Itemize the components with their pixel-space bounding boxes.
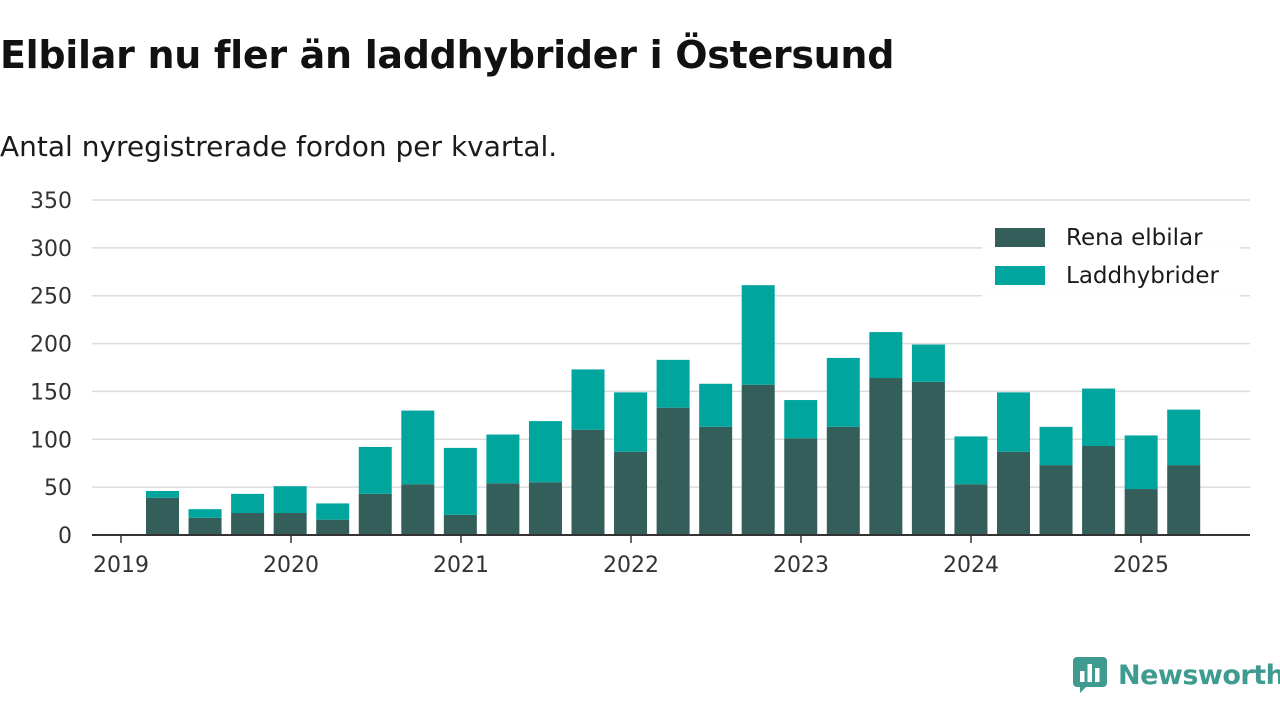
bar-laddhybrider	[869, 332, 903, 379]
bar-laddhybrider	[316, 503, 350, 520]
bar-rena-elbilar	[443, 514, 477, 535]
legend-swatch	[995, 228, 1045, 247]
newsworthy-brand: Newsworthy	[1072, 656, 1280, 694]
bar-rena-elbilar	[401, 484, 435, 535]
legend-label: Rena elbilar	[1066, 225, 1203, 251]
bar-rena-elbilar	[1039, 465, 1073, 535]
bar-rena-elbilar	[911, 381, 945, 535]
legend: Rena elbilar Laddhybrider	[982, 216, 1240, 298]
bars	[146, 285, 1201, 535]
bar-laddhybrider	[401, 410, 435, 485]
bar-laddhybrider	[954, 436, 988, 485]
bar-rena-elbilar	[231, 512, 265, 535]
y-tick-label: 150	[30, 380, 72, 405]
bar-rena-elbilar	[656, 407, 690, 535]
bar-laddhybrider	[486, 434, 520, 484]
bar-rena-elbilar	[741, 384, 775, 535]
bar-rena-elbilar	[273, 512, 307, 535]
bar-laddhybrider	[784, 400, 818, 439]
y-tick-label: 50	[44, 476, 72, 501]
bar-rena-elbilar	[358, 493, 392, 535]
bar-rena-elbilar	[699, 426, 733, 535]
bar-rena-elbilar	[486, 483, 520, 535]
newsworthy-logo-icon	[1073, 657, 1107, 693]
bar-laddhybrider	[571, 369, 605, 430]
bar-laddhybrider	[1167, 409, 1201, 466]
x-tick-label: 2025	[1113, 553, 1169, 578]
y-tick-label: 0	[58, 524, 72, 549]
bar-laddhybrider	[443, 447, 477, 515]
bar-laddhybrider	[231, 493, 265, 513]
y-tick-label: 300	[30, 237, 72, 262]
bar-laddhybrider	[699, 383, 733, 427]
bar-laddhybrider	[911, 344, 945, 382]
bar-rena-elbilar	[997, 451, 1030, 535]
bar-laddhybrider	[1124, 435, 1158, 490]
y-tick-label: 200	[30, 333, 72, 358]
bar-rena-elbilar	[571, 429, 605, 535]
bar-laddhybrider	[997, 392, 1030, 452]
bar-rena-elbilar	[614, 451, 648, 535]
bar-rena-elbilar	[954, 484, 988, 535]
bar-laddhybrider	[273, 486, 307, 513]
x-tick-label: 2022	[603, 553, 659, 578]
bar-laddhybrider	[614, 392, 648, 452]
bar-rena-elbilar	[528, 482, 562, 535]
brand-name: Newsworthy	[1118, 659, 1280, 691]
bar-rena-elbilar	[1124, 489, 1158, 535]
y-tick-label: 250	[30, 285, 72, 310]
bar-laddhybrider	[741, 285, 775, 385]
y-axis: 0 50 100 150 200 250 300 350	[30, 189, 72, 549]
bar-laddhybrider	[656, 359, 690, 408]
y-tick-label: 100	[30, 428, 72, 453]
bar-rena-elbilar	[188, 517, 222, 535]
bar-rena-elbilar	[146, 497, 179, 535]
x-tick-label: 2019	[93, 553, 149, 578]
bar-laddhybrider	[146, 490, 179, 498]
x-tick-label: 2020	[263, 553, 319, 578]
bar-laddhybrider	[188, 509, 222, 518]
bar-rena-elbilar	[1167, 465, 1201, 535]
bar-laddhybrider	[826, 357, 860, 427]
bar-rena-elbilar	[1082, 445, 1116, 535]
x-tick-label: 2021	[433, 553, 489, 578]
bar-laddhybrider	[1082, 388, 1116, 446]
x-axis: 2019 2020 2021 2022 2023 2024 2025	[92, 534, 1250, 578]
bar-laddhybrider	[358, 446, 392, 494]
bar-laddhybrider	[528, 421, 562, 483]
x-tick-label: 2024	[943, 553, 999, 578]
bar-rena-elbilar	[826, 426, 860, 535]
bar-rena-elbilar	[784, 438, 818, 535]
chart-title: Elbilar nu fler än laddhybrider i Östers…	[0, 33, 895, 77]
x-tick-label: 2023	[773, 553, 829, 578]
y-tick-label: 350	[30, 189, 72, 214]
bar-laddhybrider	[1039, 426, 1073, 466]
bar-rena-elbilar	[316, 519, 350, 535]
bar-rena-elbilar	[869, 378, 903, 535]
legend-swatch	[995, 266, 1045, 285]
legend-label: Laddhybrider	[1066, 263, 1219, 289]
chart-subtitle: Antal nyregistrerade fordon per kvartal.	[0, 130, 558, 163]
